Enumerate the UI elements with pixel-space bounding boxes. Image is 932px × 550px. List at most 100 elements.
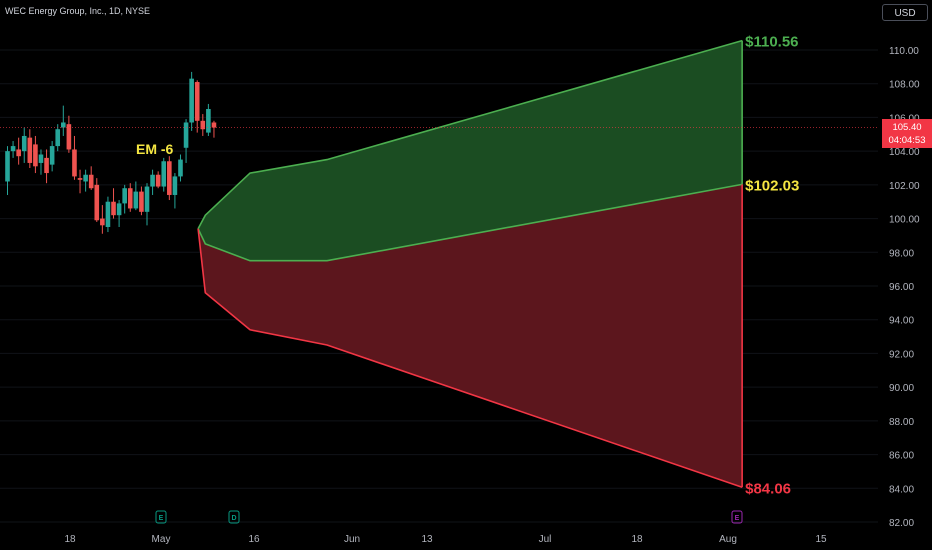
price-tick-label: 90.00 xyxy=(889,383,914,394)
price-tick-label: 104.00 xyxy=(889,147,920,158)
candle xyxy=(150,169,155,195)
candle-body xyxy=(111,201,116,216)
candle-body xyxy=(144,186,150,212)
candle xyxy=(189,71,194,131)
candle-body xyxy=(38,154,44,163)
candle-body xyxy=(211,122,217,128)
candle xyxy=(10,141,16,158)
time-tick-label: 15 xyxy=(815,534,827,545)
time-tick-label: 16 xyxy=(248,534,260,545)
candle-body xyxy=(155,174,161,187)
candle-body xyxy=(116,203,122,216)
time-tick-label: Jul xyxy=(539,534,552,545)
candle-body xyxy=(77,178,83,180)
candle xyxy=(33,135,38,174)
candle-body xyxy=(61,122,66,128)
price-tick-label: 82.00 xyxy=(889,518,914,529)
price-tick-label: 94.00 xyxy=(889,316,914,327)
candle-body xyxy=(133,191,139,209)
lower-band-line xyxy=(197,228,743,489)
candle-body xyxy=(161,161,167,187)
candle xyxy=(111,188,116,219)
time-tick-label: May xyxy=(152,534,171,545)
candle xyxy=(66,115,72,153)
event-marker-letter: E xyxy=(735,515,740,522)
candle-body xyxy=(139,191,144,212)
candle-body xyxy=(88,174,94,189)
price-tick-label: 106.00 xyxy=(889,113,920,124)
upper-band-line xyxy=(197,39,743,230)
candle xyxy=(172,173,178,209)
candle xyxy=(5,146,10,195)
upside-zone xyxy=(198,40,743,261)
price-tick-label: 102.00 xyxy=(889,181,920,192)
time-axis[interactable]: 18 May 16 Jun 13 Jul 18 Aug 15 xyxy=(64,534,827,545)
price-axis-bg xyxy=(878,0,932,550)
price-tick-label: 96.00 xyxy=(889,282,914,293)
candle xyxy=(55,124,61,152)
candle xyxy=(127,183,133,212)
candle xyxy=(122,184,127,214)
candle xyxy=(105,196,111,233)
last-price-value: 105.40 xyxy=(892,122,922,133)
event-marker-box xyxy=(228,510,240,524)
candle-body xyxy=(10,146,16,152)
price-axis[interactable]: 110.00 108.00 106.00 104.00 102.00 100.00 98.0… xyxy=(878,0,932,550)
bar-countdown: 04:04:53 xyxy=(888,135,926,146)
candle-body xyxy=(206,109,211,133)
time-tick-label: 13 xyxy=(421,534,433,545)
candle xyxy=(194,80,200,133)
event-marker-box xyxy=(155,510,167,524)
price-tick-label: 84.00 xyxy=(889,484,914,495)
candle xyxy=(21,127,27,163)
candle xyxy=(83,169,88,192)
candles xyxy=(5,71,217,234)
candle xyxy=(100,205,105,234)
candle xyxy=(206,103,211,136)
mid-band-line xyxy=(197,183,743,262)
candle xyxy=(133,181,139,211)
candle-body xyxy=(200,120,206,130)
candle xyxy=(94,178,100,222)
price-tick-label: 100.00 xyxy=(889,215,920,226)
price-tick-label: 108.00 xyxy=(889,80,920,91)
event-marker: E xyxy=(155,510,167,524)
cone-labels: $110.56 $102.03 $84.06 EM -6 xyxy=(136,34,799,498)
candle-body xyxy=(66,124,72,150)
candle xyxy=(77,169,83,194)
candle xyxy=(116,200,122,227)
candle xyxy=(139,186,144,216)
candle xyxy=(183,119,189,163)
candle-body xyxy=(105,201,111,227)
symbol-title: WEC Energy Group, Inc., 1D, NYSE xyxy=(5,6,151,16)
candle xyxy=(161,157,167,192)
currency-button[interactable]: USD xyxy=(882,4,928,21)
lower-target-label: $84.06 xyxy=(745,480,791,497)
time-tick-label: Jun xyxy=(344,534,360,545)
price-tick-label: 88.00 xyxy=(889,417,914,428)
candle xyxy=(49,141,55,172)
candle-body xyxy=(55,129,61,147)
candle-body xyxy=(33,144,38,167)
candle xyxy=(211,120,217,138)
candle xyxy=(200,114,206,136)
time-tick-label: Aug xyxy=(719,534,737,545)
candle xyxy=(16,137,21,165)
time-tick-label: 18 xyxy=(64,534,76,545)
candle-body xyxy=(150,174,155,187)
candle xyxy=(144,183,150,226)
expected-move-cone xyxy=(197,39,743,489)
price-tick-label: 98.00 xyxy=(889,248,914,259)
candle-body xyxy=(49,146,55,165)
candle xyxy=(44,149,49,184)
price-tick-label: 86.00 xyxy=(889,451,914,462)
candle-body xyxy=(189,78,194,123)
price-tick-label: 110.00 xyxy=(889,46,919,57)
time-tick-label: 18 xyxy=(631,534,643,545)
candle-body xyxy=(122,188,127,204)
event-marker-letter: D xyxy=(231,515,236,522)
candle-body xyxy=(16,149,21,157)
em-label: EM -6 xyxy=(136,141,174,157)
